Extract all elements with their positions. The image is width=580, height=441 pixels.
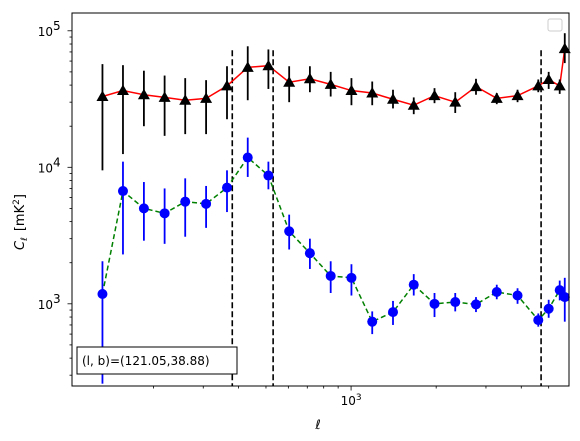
series-layer <box>96 33 571 384</box>
y-axis-label-sub: ℓ <box>20 237 30 242</box>
x-axis-label: ℓ <box>314 418 320 433</box>
data-point-marker <box>366 87 379 98</box>
series-0 <box>96 33 571 171</box>
y-tick-label: 10 <box>38 25 53 39</box>
data-point-marker <box>429 298 440 309</box>
data-point-marker <box>428 89 441 101</box>
data-point-marker <box>201 198 212 209</box>
data-point-marker <box>200 92 213 103</box>
data-point-marker <box>491 287 502 298</box>
data-point-marker <box>304 248 315 259</box>
data-point-marker <box>116 84 129 96</box>
data-point-marker <box>325 270 336 281</box>
plot-area <box>72 13 569 386</box>
legend <box>547 18 563 32</box>
data-point-marker <box>367 316 378 327</box>
y-axis-label: Cℓ [mK2] <box>12 194 30 250</box>
x-tick-label-exp: 3 <box>356 393 362 403</box>
data-point-marker <box>543 303 554 314</box>
data-point-marker <box>346 272 357 283</box>
data-point-marker <box>241 61 254 72</box>
data-point-marker <box>179 94 192 105</box>
y-tick-label-exp: 3 <box>53 292 61 306</box>
data-point-marker <box>138 203 149 214</box>
vertical-reference-lines <box>231 50 542 386</box>
annotation-text: (l, b)=(121.05,38.88) <box>82 354 210 368</box>
y-axis-label-main: C <box>13 240 28 250</box>
data-point-marker <box>324 78 337 89</box>
x-tick-label: 103 <box>341 393 362 408</box>
data-point-marker <box>490 92 503 103</box>
data-point-marker <box>221 182 232 193</box>
data-point-marker <box>263 170 274 181</box>
data-point-marker <box>137 88 150 100</box>
annotation-frame <box>76 346 238 375</box>
data-point-marker <box>450 297 461 308</box>
data-point-marker <box>303 72 316 84</box>
data-point-marker <box>262 59 275 71</box>
data-point-marker <box>386 93 399 104</box>
data-point-marker <box>554 285 565 296</box>
y-tick-label-exp: 5 <box>53 19 61 33</box>
data-point-marker <box>449 96 462 107</box>
data-point-marker <box>97 288 108 299</box>
data-point-marker <box>532 79 545 91</box>
data-point-marker <box>387 307 398 318</box>
data-point-marker <box>158 91 171 102</box>
data-point-marker <box>284 226 295 237</box>
y-tick-label: 10 <box>38 298 53 312</box>
data-point-marker <box>558 42 571 54</box>
data-point-marker <box>407 99 420 110</box>
annotation-box: (l, b)=(121.05,38.88) <box>76 346 238 375</box>
data-point-marker <box>408 279 419 290</box>
data-point-marker <box>96 90 109 102</box>
x-tick-label-base: 10 <box>341 394 356 408</box>
data-point-marker <box>345 84 358 96</box>
data-point-marker <box>242 152 253 163</box>
legend-box <box>547 18 563 32</box>
series-1 <box>97 137 570 384</box>
data-point-marker <box>159 208 170 219</box>
data-point-marker <box>470 299 481 310</box>
data-point-marker <box>469 80 482 92</box>
y-axis-label-unit-sup: 2 <box>12 199 22 205</box>
data-point-marker <box>559 292 570 303</box>
y-axis-label-unit: [mK <box>13 204 28 231</box>
data-point-marker <box>180 196 191 207</box>
data-point-marker <box>512 290 523 301</box>
y-tick-label-exp: 4 <box>53 155 61 169</box>
data-point-marker <box>220 79 233 91</box>
plot-frame <box>71 12 570 387</box>
y-axis-label-unit-close: ] <box>13 194 28 199</box>
data-point-marker <box>533 315 544 326</box>
data-point-marker <box>553 79 566 91</box>
y-tick-label: 10 <box>38 161 53 175</box>
data-point-marker <box>283 76 296 87</box>
data-point-marker <box>117 186 128 197</box>
data-point-marker <box>542 73 555 84</box>
data-point-marker <box>511 89 524 101</box>
